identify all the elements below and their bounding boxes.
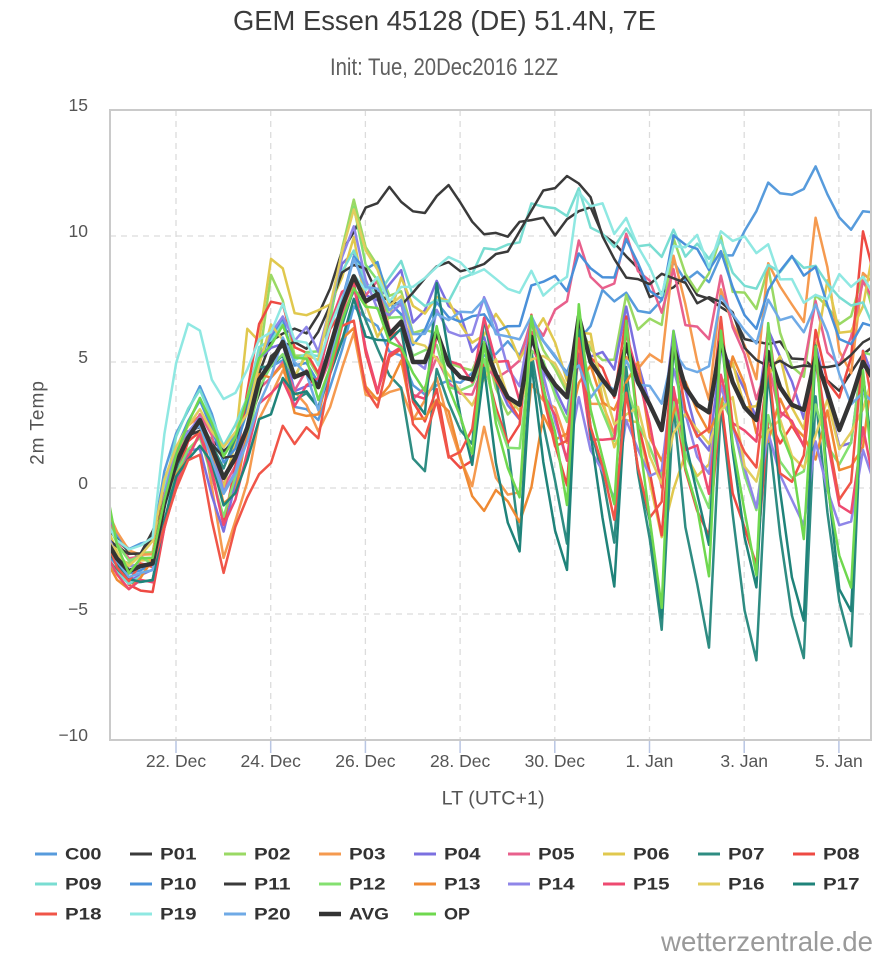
svg-text:−10: −10 xyxy=(58,725,88,745)
svg-text:1. Jan: 1. Jan xyxy=(626,751,674,771)
svg-text:10: 10 xyxy=(69,221,89,241)
svg-text:P04: P04 xyxy=(444,846,482,864)
svg-text:P13: P13 xyxy=(444,876,481,894)
svg-text:30. Dec: 30. Dec xyxy=(525,751,586,771)
svg-text:P17: P17 xyxy=(823,876,860,894)
svg-text:P10: P10 xyxy=(160,876,197,894)
svg-text:OP: OP xyxy=(444,906,470,924)
svg-text:P20: P20 xyxy=(254,906,291,924)
svg-text:15: 15 xyxy=(69,95,88,115)
svg-text:P03: P03 xyxy=(349,846,386,864)
svg-text:P01: P01 xyxy=(160,846,197,864)
svg-text:P19: P19 xyxy=(160,906,197,924)
svg-text:P05: P05 xyxy=(538,846,575,864)
svg-text:22. Dec: 22. Dec xyxy=(146,751,207,771)
svg-text:P09: P09 xyxy=(65,876,102,894)
svg-text:P07: P07 xyxy=(728,846,765,864)
svg-text:5: 5 xyxy=(78,347,88,367)
svg-text:5. Jan: 5. Jan xyxy=(815,751,863,771)
svg-text:P08: P08 xyxy=(823,846,860,864)
svg-text:2m Temp: 2m Temp xyxy=(28,380,49,465)
svg-text:P11: P11 xyxy=(254,876,291,894)
svg-text:P02: P02 xyxy=(254,846,291,864)
svg-text:28. Dec: 28. Dec xyxy=(430,751,491,771)
svg-text:P15: P15 xyxy=(633,876,670,894)
svg-text:LT (UTC+1): LT (UTC+1) xyxy=(442,789,545,810)
svg-text:AVG: AVG xyxy=(349,906,389,924)
svg-text:24. Dec: 24. Dec xyxy=(241,751,302,771)
svg-text:26. Dec: 26. Dec xyxy=(335,751,396,771)
svg-text:0: 0 xyxy=(78,473,88,493)
svg-text:3. Jan: 3. Jan xyxy=(720,751,768,771)
svg-text:Init: Tue, 20Dec2016 12Z: Init: Tue, 20Dec2016 12Z xyxy=(330,54,558,81)
svg-text:C00: C00 xyxy=(65,846,102,864)
svg-text:GEM Essen 45128 (DE) 51.4N, 7E: GEM Essen 45128 (DE) 51.4N, 7E xyxy=(233,5,656,36)
svg-text:wetterzentrale.de: wetterzentrale.de xyxy=(660,926,873,957)
svg-text:−5: −5 xyxy=(68,599,88,619)
svg-text:P18: P18 xyxy=(65,906,102,924)
svg-text:P16: P16 xyxy=(728,876,765,894)
svg-text:P06: P06 xyxy=(633,846,670,864)
svg-text:P14: P14 xyxy=(538,876,576,894)
svg-text:P12: P12 xyxy=(349,876,386,894)
